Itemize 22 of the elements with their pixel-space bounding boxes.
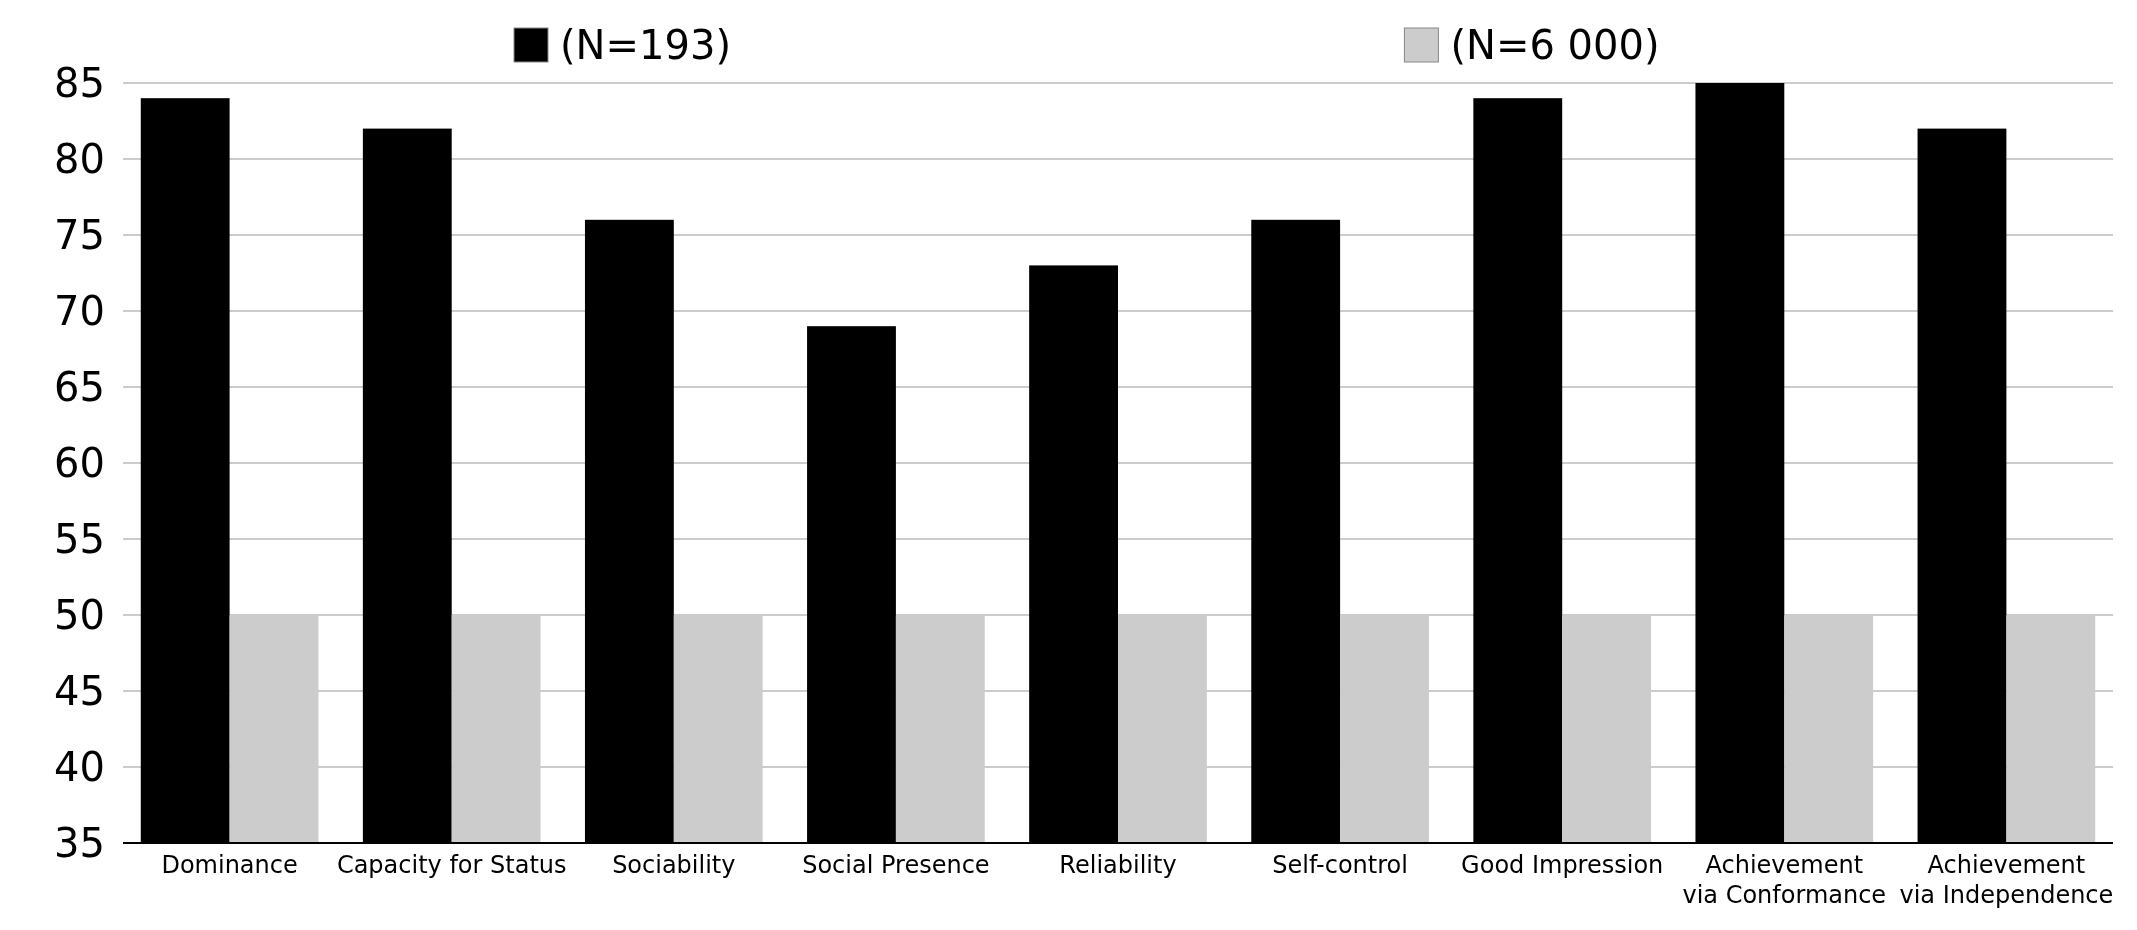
x-tick-label: Sociability xyxy=(612,851,736,879)
x-tick-label: Reliability xyxy=(1059,851,1177,879)
legend-label: (N=193) xyxy=(560,22,731,68)
legend-label: (N=6 000) xyxy=(1450,22,1660,68)
y-tick-label: 55 xyxy=(54,516,105,562)
x-tick-label: Social Presence xyxy=(802,851,990,879)
x-tick-label: Capacity for Status xyxy=(336,851,567,879)
x-tick-label: Achievement via Conformance xyxy=(1682,851,1887,909)
y-tick-label: 80 xyxy=(54,136,105,182)
y-tick-label: 75 xyxy=(54,212,105,258)
y-tick-label: 85 xyxy=(54,60,105,106)
y-tick-label: 70 xyxy=(54,288,105,334)
x-tick-label: Good Impression xyxy=(1461,851,1664,879)
x-tick-label: Achievement via Independence xyxy=(1899,851,2114,909)
y-tick-label: 45 xyxy=(54,668,105,714)
y-tick-label: 65 xyxy=(54,364,105,410)
x-tick-label: Self-control xyxy=(1272,851,1408,879)
y-tick-label: 60 xyxy=(54,440,105,486)
y-tick-label: 35 xyxy=(54,820,105,866)
x-tick-label: Dominance xyxy=(161,851,298,879)
y-tick-label: 40 xyxy=(54,744,105,790)
y-tick-label: 50 xyxy=(54,592,105,638)
